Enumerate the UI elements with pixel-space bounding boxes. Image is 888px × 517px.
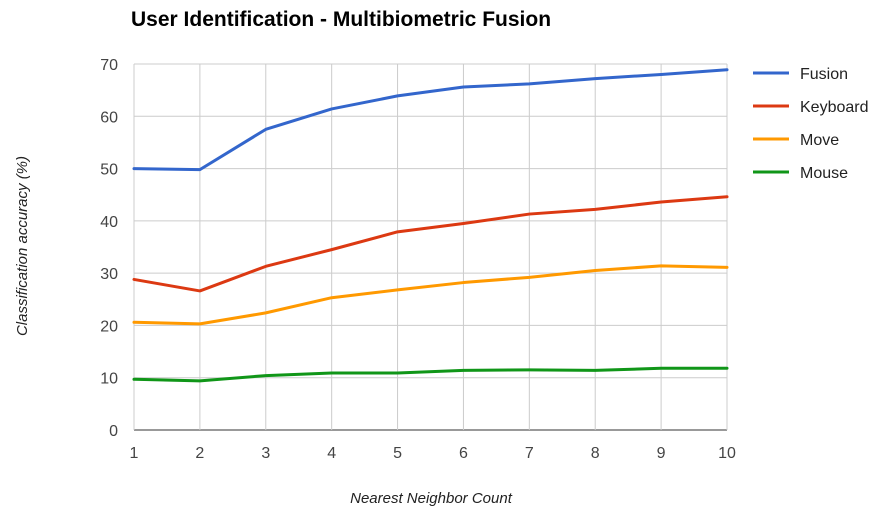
x-tick-label: 6 <box>459 445 468 462</box>
x-tick-label: 5 <box>393 445 402 462</box>
legend-item-move: Move <box>753 132 839 149</box>
y-tick-label: 30 <box>100 266 118 283</box>
legend-label: Keyboard <box>800 99 869 116</box>
x-tick-label: 9 <box>657 445 666 462</box>
y-tick-label: 70 <box>100 57 118 74</box>
legend-item-keyboard: Keyboard <box>753 99 869 116</box>
gridlines <box>133 63 728 431</box>
x-axis-title: Nearest Neighbor Count <box>350 490 513 507</box>
legend-item-fusion: Fusion <box>753 66 848 83</box>
x-tick-label: 4 <box>327 445 336 462</box>
series-line-keyboard <box>132 195 729 293</box>
y-tick-label: 40 <box>100 214 118 231</box>
legend-item-mouse: Mouse <box>753 165 848 182</box>
legend-label: Mouse <box>800 165 848 182</box>
series-line-fusion <box>132 68 729 172</box>
x-tick-label: 1 <box>130 445 139 462</box>
x-tick-label: 3 <box>261 445 270 462</box>
series-line-move <box>132 264 729 326</box>
x-tick-label: 2 <box>195 445 204 462</box>
y-tick-label: 0 <box>109 423 118 440</box>
series-line-mouse <box>132 366 729 383</box>
y-tick-label: 20 <box>100 318 118 335</box>
x-tick-label: 7 <box>525 445 534 462</box>
y-axis-title: Classification accuracy (%) <box>14 156 31 336</box>
legend-label: Fusion <box>800 66 848 83</box>
y-tick-label: 60 <box>100 109 118 126</box>
legend-label: Move <box>800 132 839 149</box>
x-tick-label: 8 <box>591 445 600 462</box>
x-tick-label: 10 <box>718 445 736 462</box>
y-tick-label: 50 <box>100 162 118 179</box>
y-tick-label: 10 <box>100 371 118 388</box>
axis-tick-labels: 0 10 20 30 40 50 60 70 1 2 3 4 5 6 7 8 9 10 <box>100 57 736 462</box>
chart-title: User Identification - Multibiometric Fus… <box>131 8 551 31</box>
legend: Fusion Keyboard Move Mouse <box>753 66 869 182</box>
series-lines <box>132 68 729 383</box>
